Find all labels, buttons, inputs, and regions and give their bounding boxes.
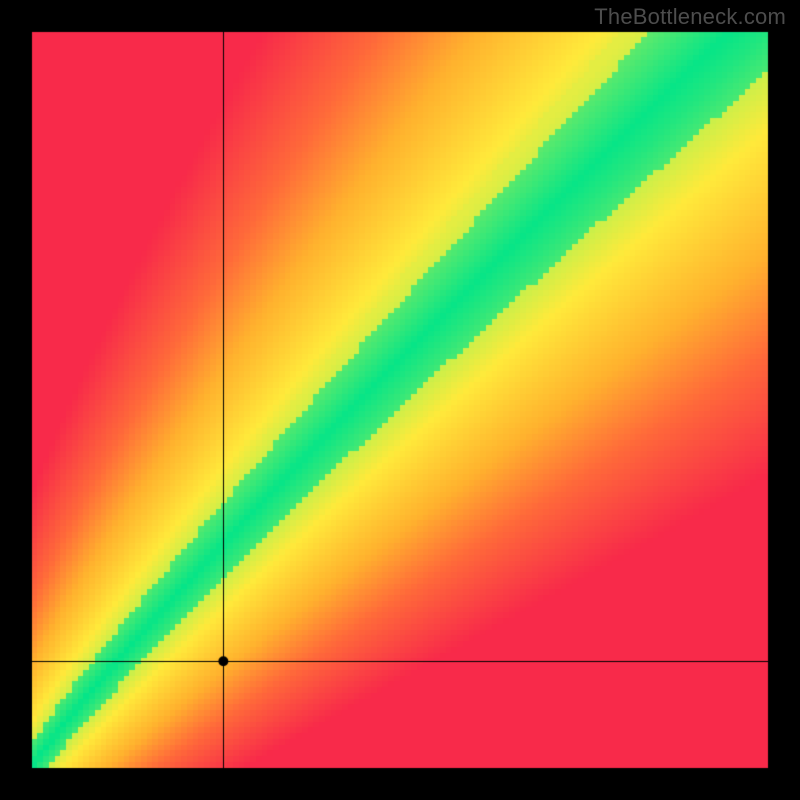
bottleneck-heatmap-canvas: [0, 0, 800, 800]
chart-stage: TheBottleneck.com: [0, 0, 800, 800]
attribution-label: TheBottleneck.com: [594, 4, 786, 30]
